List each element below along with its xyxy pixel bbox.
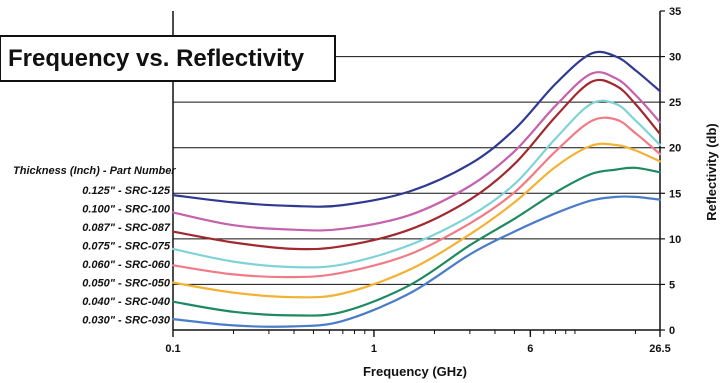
legend-label-3: 0.075" - SRC-075 [82, 241, 171, 253]
legend-label-2: 0.087" - SRC-087 [82, 222, 171, 234]
y-tick-label-10: 10 [669, 234, 681, 246]
legend-label-1: 0.100" - SRC-100 [82, 204, 171, 216]
series-layer [171, 50, 662, 328]
legend-label-6: 0.040" - SRC-040 [82, 296, 171, 308]
chart-title: Frequency vs. Reflectivity [8, 45, 305, 72]
x-tick-label-1: 1 [371, 343, 377, 355]
series-line-0-087-src-087 [171, 78, 662, 251]
x-tick-label-6: 6 [527, 343, 533, 355]
legend-label-0: 0.125" - SRC-125 [82, 185, 171, 197]
x-tick-label-0.1: 0.1 [165, 343, 180, 355]
x-tick-label-26.5: 26.5 [649, 343, 670, 355]
chart-title-frame [0, 35, 336, 82]
series-line-0-125-src-125 [171, 50, 662, 208]
series-line-0-100-src-100 [171, 71, 662, 232]
legend-label-5: 0.050" - SRC-050 [82, 278, 171, 290]
y-tick-label-5: 5 [669, 279, 675, 291]
chart-title-box: Frequency vs. Reflectivity [0, 35, 336, 82]
series-line-0-060-src-060 [171, 116, 662, 279]
y-tick-label-25: 25 [669, 97, 681, 109]
y-tick-label-30: 30 [669, 52, 681, 64]
y-tick-label-0: 0 [669, 325, 675, 337]
series-line-0-050-src-050 [171, 142, 662, 299]
y-tick-label-20: 20 [669, 143, 681, 155]
y-tick-label-35: 35 [669, 6, 681, 18]
series-line-0-030-src-030 [171, 195, 662, 328]
series-line-0-075-src-075 [171, 99, 662, 269]
x-axis-title: Frequency (GHz) [363, 364, 467, 379]
legend-label-7: 0.030" - SRC-030 [82, 315, 171, 327]
series-line-0-040-src-040 [171, 166, 662, 317]
ticks-layer: 0 5 10 15 20 25 30 35 0.1 1 6 26.5 [165, 6, 681, 355]
y-tick-label-15: 15 [669, 188, 681, 200]
legend-label-4: 0.060" - SRC-060 [82, 259, 171, 271]
legend-title: Thickness (Inch) - Part Number [13, 165, 176, 177]
legend: Thickness (Inch) - Part Number 0.125" - … [13, 165, 176, 327]
y-axis-title: Reflectivity (db) [704, 123, 719, 221]
